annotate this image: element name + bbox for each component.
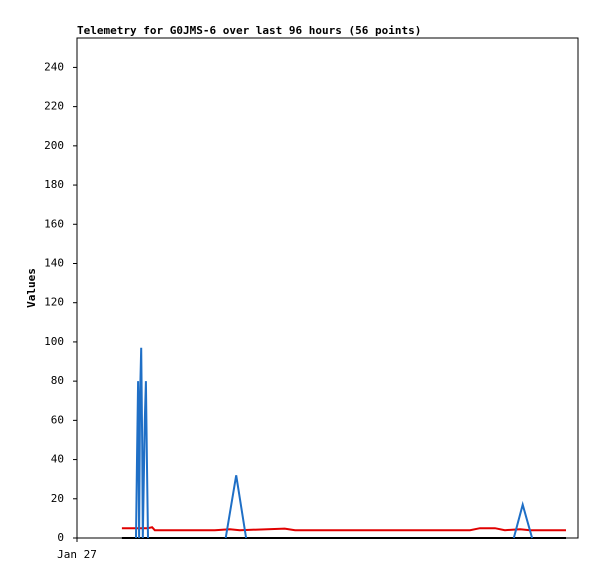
series-line [135, 347, 534, 539]
y-tick-label: 200 [44, 139, 64, 152]
y-tick-label: 0 [57, 531, 64, 544]
y-axis-label: Values [25, 268, 38, 308]
y-tick-label: 220 [44, 100, 64, 113]
y-tick-label: 140 [44, 256, 64, 269]
y-tick-label: 40 [51, 453, 64, 466]
y-tick-label: 160 [44, 217, 64, 230]
y-tick-label: 240 [44, 60, 64, 73]
plot-frame [76, 37, 579, 539]
chart-title: Telemetry for G0JMS-6 over last 96 hours… [77, 24, 421, 37]
y-tick-label: 80 [51, 374, 64, 387]
y-tick-label: 180 [44, 178, 64, 191]
x-tick-label: Jan 27 [57, 548, 97, 561]
y-tick-label: 100 [44, 335, 64, 348]
y-tick-label: 20 [51, 492, 64, 505]
series-line [121, 526, 566, 532]
y-tick-label: 120 [44, 296, 64, 309]
y-tick-label: 60 [51, 413, 64, 426]
